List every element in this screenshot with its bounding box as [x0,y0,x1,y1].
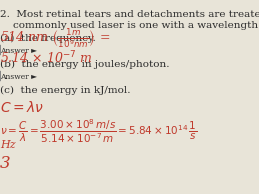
Text: 2.  Most retinal tears and detachments are treated by photocoagulation with a la: 2. Most retinal tears and detachments ar… [0,10,259,19]
Text: (b)  the energy in joules/photon.: (b) the energy in joules/photon. [0,60,169,69]
Text: commonly used laser is one with a wavelength of ̲514 nm̲. Calculate: commonly used laser is one with a wavele… [0,20,259,30]
Text: 3: 3 [0,155,11,172]
Text: Answer ►: Answer ► [0,47,37,55]
Text: Answer ►: Answer ► [0,73,37,81]
Text: (a)  the frequency.: (a) the frequency. [0,34,96,43]
Text: (c)  the energy in kJ/mol.: (c) the energy in kJ/mol. [0,86,131,95]
Text: 5.14 $\times$ 10$^{-7}$ m: 5.14 $\times$ 10$^{-7}$ m [1,50,93,67]
Text: $\nu = \dfrac{C}{\lambda} = \dfrac{3.00 \times 10^8 \, m/s}{5.14 \times 10^{-7} : $\nu = \dfrac{C}{\lambda} = \dfrac{3.00 … [0,117,197,145]
Text: $C = \lambda\nu$: $C = \lambda\nu$ [0,100,45,115]
Text: 514 nm $\left(\frac{1m}{10^9 nm}\right)$ =: 514 nm $\left(\frac{1m}{10^9 nm}\right)$… [0,28,111,51]
Text: Hz: Hz [1,140,16,150]
